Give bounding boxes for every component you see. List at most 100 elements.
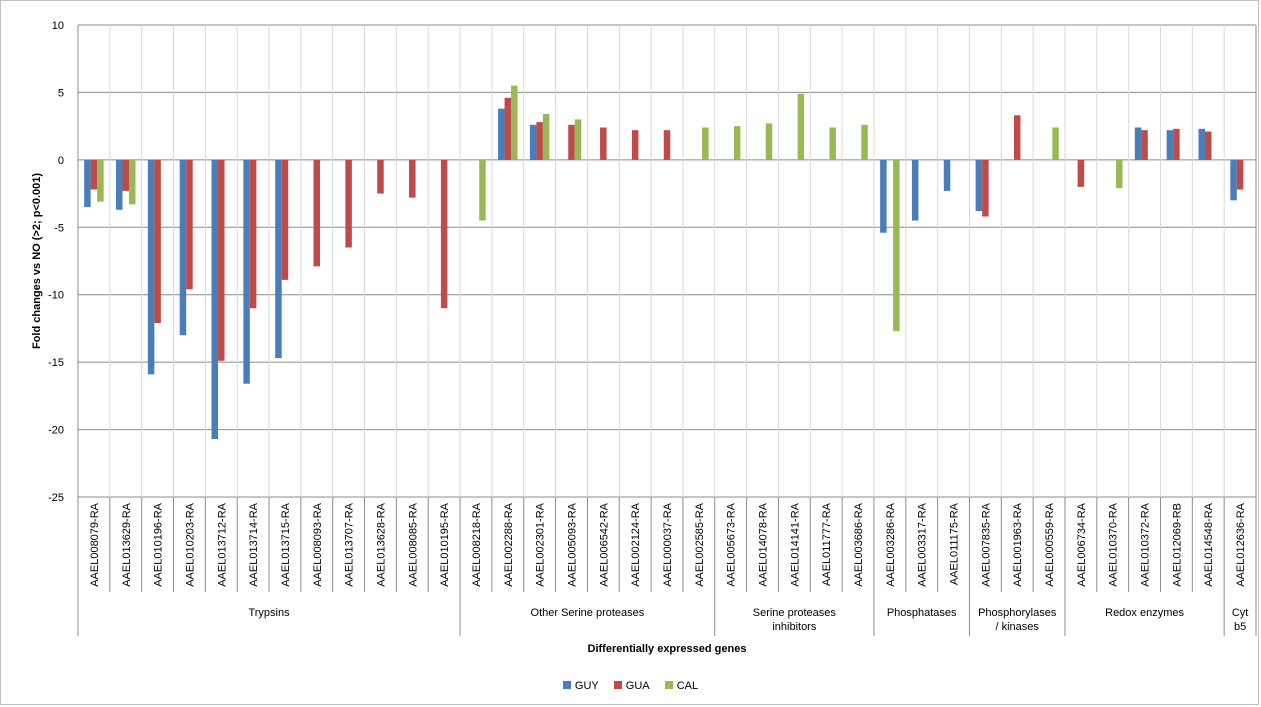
- group-label-line: b5: [1234, 621, 1246, 633]
- legend-item-cal: CAL: [664, 680, 699, 692]
- legend-item-guy: GUY: [562, 680, 599, 692]
- bar-gua: [982, 159, 989, 217]
- bar-guy: [147, 159, 155, 375]
- bar-gua: [377, 159, 384, 194]
- category-label: AAEL012636-RA: [1235, 502, 1247, 586]
- bar-gua: [122, 159, 130, 191]
- legend: GUY GUA CAL: [0, 680, 1261, 692]
- bar-gua: [1204, 131, 1212, 160]
- bar-guy: [179, 159, 187, 336]
- category-label: AAEL006542-RA: [598, 502, 610, 586]
- bar-cal: [829, 127, 836, 160]
- category-label: AAEL002301-RA: [535, 502, 547, 586]
- bar-gua: [409, 159, 416, 198]
- y-axis-title: Fold changes vs NO (>2; p<0.001): [31, 173, 43, 349]
- bar-gua: [186, 159, 193, 290]
- bar-gua: [504, 97, 512, 160]
- category-label: AAEL013629-RA: [121, 502, 133, 586]
- category-label: AAEL010203-RA: [184, 502, 196, 586]
- category-label: AAEL000037-RA: [662, 502, 674, 586]
- bar-gua: [345, 159, 352, 248]
- bar-gua: [663, 130, 671, 160]
- legend-swatch-cal: [664, 681, 673, 689]
- group-label: Phosphorylases / kinases: [978, 607, 1057, 633]
- bar-gua: [90, 159, 98, 190]
- category-label: AAEL003686-RA: [853, 502, 865, 586]
- category-label: AAEL002288-RA: [503, 502, 515, 586]
- category-label: AAEL013712-RA: [216, 502, 228, 586]
- bar-guy: [1230, 159, 1237, 201]
- bar-cal: [574, 119, 582, 160]
- category-label: AAEL011175-RA: [949, 502, 961, 585]
- category-label: AAEL002585-RA: [694, 502, 706, 586]
- bar-gua: [600, 127, 607, 160]
- category-label: AAEL010370-RA: [1108, 502, 1120, 586]
- y-tick-label: 5: [58, 87, 64, 99]
- bar-cal: [129, 159, 136, 205]
- group-label-line: inhibitors: [772, 621, 817, 633]
- bar-cal: [893, 159, 900, 332]
- bar-gua: [154, 159, 161, 324]
- category-label: AAEL005093-RA: [566, 502, 578, 586]
- legend-label-gua: GUA: [625, 680, 650, 692]
- category-label: AAEL010372-RA: [1140, 502, 1152, 586]
- category-label: AAEL014078-RA: [758, 502, 770, 586]
- bar-guy: [243, 159, 250, 384]
- group-label: Redox enzymes: [1105, 607, 1184, 619]
- legend-label-cal: CAL: [676, 680, 699, 692]
- bar-cal: [479, 159, 486, 221]
- bar-gua: [1236, 159, 1244, 190]
- y-tick-label: 10: [52, 20, 64, 32]
- bar-gua: [249, 159, 257, 309]
- category-label: AAEL013714-RA: [248, 502, 260, 586]
- bar-gua: [568, 124, 575, 160]
- bar-guy: [943, 159, 951, 191]
- legend-label-guy: GUY: [574, 680, 599, 692]
- y-tick-label: -15: [48, 357, 64, 369]
- bar-cal: [511, 85, 518, 160]
- bar-cal: [542, 114, 550, 160]
- bar-gua: [1077, 159, 1085, 187]
- group-label-line: Serine proteases: [753, 607, 837, 619]
- bar-cal: [1052, 127, 1059, 160]
- bar-gua: [631, 130, 639, 160]
- category-label: AAEL002124-RA: [630, 502, 642, 586]
- category-label: AAEL013715-RA: [280, 502, 292, 586]
- bar-guy: [275, 159, 282, 359]
- bar-guy: [975, 159, 983, 212]
- bar-cal: [861, 124, 868, 160]
- group-label: Serine proteases inhibitors: [753, 607, 837, 633]
- category-label: AAEL006734-RA: [1076, 502, 1088, 586]
- bar-guy: [211, 159, 219, 440]
- y-tick-label: 0: [58, 155, 64, 167]
- bar-gua: [1013, 115, 1021, 160]
- x-axis-title: Differentially expressed genes: [588, 643, 747, 655]
- y-tick-label: -10: [48, 290, 64, 302]
- group-label: Phosphatases: [887, 607, 957, 619]
- bar-guy: [1198, 128, 1205, 160]
- category-label: AAEL007835-RA: [980, 502, 992, 586]
- bar-guy: [1166, 130, 1174, 160]
- bar-cal: [733, 126, 741, 160]
- y-tick-label: -25: [48, 492, 64, 504]
- category-label: AAEL013628-RA: [375, 502, 387, 586]
- group-label-line: Phosphorylases: [978, 607, 1057, 619]
- legend-swatch-gua: [613, 681, 622, 689]
- category-label: AAEL008079-RA: [89, 502, 101, 586]
- bar-cal: [1115, 159, 1123, 189]
- legend-item-gua: GUA: [613, 680, 650, 692]
- category-label: AAEL000559-RA: [1044, 502, 1056, 586]
- bar-cal: [97, 159, 104, 202]
- bar-gua: [536, 122, 543, 160]
- category-label: AAEL012069-RB: [1171, 503, 1183, 587]
- category-label: AAEL005673-RA: [726, 502, 738, 586]
- bar-gua: [218, 159, 225, 361]
- category-label: AAEL008093-RA: [312, 502, 324, 586]
- group-label-line: Cyt: [1232, 607, 1249, 619]
- bar-guy: [529, 124, 537, 160]
- category-label: AAEL001963-RA: [1012, 502, 1024, 586]
- group-label: Other Serine proteases: [531, 607, 645, 619]
- category-label: AAEL008218-RA: [471, 502, 483, 586]
